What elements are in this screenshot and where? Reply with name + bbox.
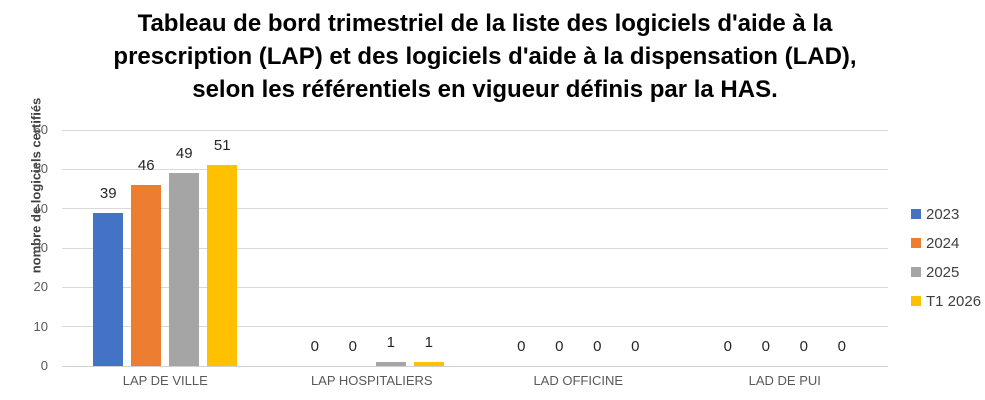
chart-title-line-1: Tableau de bord trimestriel de la liste … — [137, 10, 833, 37]
legend-item: 2023 — [911, 205, 959, 223]
bar — [131, 185, 162, 366]
bar-value-label: 0 — [593, 338, 602, 355]
bar — [413, 362, 444, 366]
legend-swatch-icon — [911, 296, 921, 306]
bar-value-label: 0 — [799, 338, 808, 355]
category-label: LAP HOSPITALIERS — [310, 373, 433, 388]
chart-title: Tableau de bord trimestriel de la liste … — [0, 7, 970, 106]
bar-value-label: 0 — [631, 338, 640, 355]
bar-value-label: 51 — [213, 137, 231, 155]
legend-label: 2025 — [926, 263, 960, 281]
legend-item: 2024 — [911, 234, 959, 252]
gridline — [62, 286, 888, 288]
gridline — [62, 247, 888, 249]
bar-value-label: 0 — [310, 338, 319, 355]
bar-value-label: 0 — [517, 338, 526, 355]
legend-item: 2025 — [911, 263, 959, 281]
bar-value-label: 49 — [175, 145, 193, 163]
x-axis-line — [62, 365, 888, 367]
y-tick-label: 40 — [33, 200, 48, 216]
legend-label: 2023 — [926, 205, 960, 223]
legend-label: T1 2026 — [926, 292, 982, 310]
chart-title-line-2: prescription (LAP) et des logiciels d'ai… — [113, 43, 857, 70]
y-tick-label: 30 — [33, 240, 48, 255]
gridline — [62, 129, 888, 131]
bar-value-label: 0 — [723, 338, 732, 355]
bar-value-label: 46 — [137, 157, 155, 175]
bar-value-label: 0 — [837, 338, 846, 355]
bar-value-label: 39 — [99, 184, 117, 202]
y-tick-label: 60 — [33, 122, 48, 137]
gridline — [62, 168, 888, 170]
bar — [207, 165, 238, 366]
category-label: LAD OFFICINE — [533, 373, 624, 388]
y-tick-label: 50 — [33, 161, 48, 177]
y-tick-label: 0 — [40, 358, 48, 373]
bar-value-label: 1 — [386, 334, 395, 352]
category-label: LAD DE PUI — [748, 373, 821, 388]
bar-value-label: 0 — [555, 338, 564, 355]
legend-item: T1 2026 — [911, 292, 981, 310]
legend-swatch-icon — [911, 209, 921, 219]
gridline — [62, 208, 888, 210]
legend-swatch-icon — [911, 267, 921, 277]
y-tick-label: 20 — [33, 279, 48, 295]
y-tick-label: 10 — [33, 318, 48, 334]
bar — [169, 173, 200, 366]
bar — [93, 212, 124, 366]
gridline — [62, 326, 888, 328]
bar — [375, 362, 406, 366]
category-label: LAP DE VILLE — [122, 373, 208, 388]
bar-value-label: 1 — [424, 334, 433, 352]
bar-value-label: 0 — [761, 338, 770, 355]
legend-label: 2024 — [926, 234, 960, 252]
chart-title-line-3: selon les référentiels en vigueur défini… — [192, 76, 778, 103]
legend-swatch-icon — [911, 238, 921, 248]
bar-value-label: 0 — [348, 338, 357, 355]
